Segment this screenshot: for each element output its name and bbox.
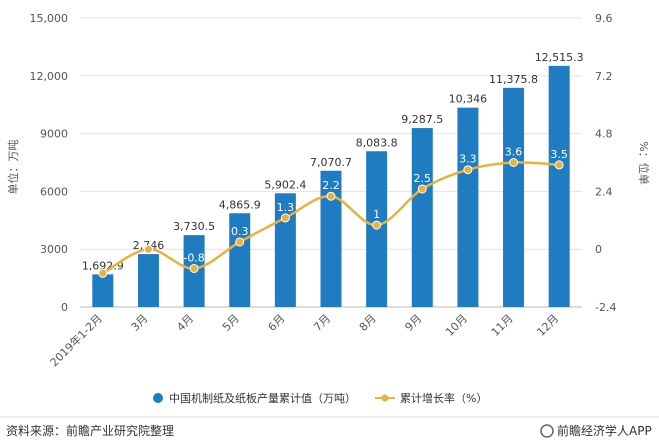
legend-bar-label: 中国机制纸及纸板产量累计值（万吨） — [169, 391, 356, 405]
growth-value-label: 3.5 — [550, 148, 568, 161]
x-tick-label: 7月 — [311, 312, 333, 334]
growth-rate-points — [98, 158, 564, 278]
x-tick-label: 8月 — [357, 312, 379, 334]
bar-value-label: 3,730.5 — [173, 220, 215, 233]
left-tick-label: 15,000 — [30, 12, 69, 25]
growth-value-label: 0.3 — [231, 225, 249, 238]
left-tick-label: 3000 — [40, 243, 68, 256]
right-tick-label: 4.8 — [595, 128, 613, 141]
bar-value-label: 4,865.9 — [219, 198, 261, 211]
growth-rate-labels: -0.8 0.3 1.3 2.2 1 2.5 3.3 3.6 3.5 — [183, 146, 568, 265]
growth-point — [280, 213, 290, 223]
bar — [503, 87, 525, 307]
growth-value-label: -0.8 — [183, 251, 204, 264]
bar — [92, 274, 114, 307]
growth-value-label: 1 — [373, 208, 380, 221]
growth-value-label: 2.2 — [322, 179, 340, 192]
growth-point — [463, 165, 473, 175]
growth-point — [372, 220, 382, 230]
bar-value-label: 11,375.8 — [489, 73, 538, 86]
growth-value-label: 3.6 — [505, 146, 523, 159]
growth-point — [143, 244, 153, 254]
bar — [229, 213, 251, 307]
bar-value-label: 10,346 — [449, 93, 488, 106]
bar — [457, 107, 479, 307]
x-tick-label: 6月 — [266, 312, 288, 334]
x-tick-label: 5月 — [220, 312, 242, 334]
brand-logo-icon — [540, 424, 554, 438]
growth-point — [554, 160, 564, 170]
right-tick-label: -2.4 — [595, 301, 616, 314]
left-tick-label: 0 — [61, 301, 68, 314]
growth-point — [98, 268, 108, 278]
bar-value-label: 8,083.8 — [356, 136, 398, 149]
growth-value-label: 2.5 — [414, 172, 432, 185]
bar-value-label: 9,287.5 — [401, 113, 443, 126]
left-axis-ticks: 0 3000 6000 9000 12,000 15,000 — [30, 12, 69, 314]
left-tick-label: 9000 — [40, 128, 68, 141]
bar-value-label: 7,070.7 — [310, 156, 352, 169]
x-tick-label: 11月 — [489, 312, 516, 339]
right-tick-label: 2.4 — [595, 185, 613, 198]
right-tick-label: 9.6 — [595, 12, 613, 25]
growth-point — [189, 263, 199, 273]
bar — [548, 65, 570, 307]
legend-line-label: 累计增长率（%） — [400, 391, 487, 405]
bar-value-label: 12,515.3 — [535, 51, 584, 64]
x-tick-label: 3月 — [129, 312, 151, 334]
legend-bar-swatch — [153, 393, 163, 403]
legend: 中国机制纸及纸板产量累计值（万吨） 累计增长率（%） — [153, 391, 487, 405]
left-tick-label: 6000 — [40, 185, 68, 198]
right-tick-label: 0 — [595, 243, 602, 256]
x-tick-label: 4月 — [174, 312, 196, 334]
bar — [411, 128, 433, 307]
growth-point — [417, 184, 427, 194]
x-tick-label: 2019年1-2月 — [47, 311, 105, 369]
brand-text: 前瞻经济学人APP — [557, 423, 652, 438]
legend-line-marker — [381, 394, 389, 402]
x-tick-label: 9月 — [402, 312, 424, 334]
bar-series — [92, 65, 570, 307]
bar-value-label: 5,902.4 — [264, 178, 306, 191]
right-axis-ticks: -2.4 0 2.4 4.8 7.2 9.6 — [595, 12, 616, 314]
left-axis-title: 单位：万吨 — [6, 140, 20, 195]
source-text: 资料来源：前瞻产业研究院整理 — [6, 423, 174, 438]
growth-value-label: 3.3 — [459, 153, 477, 166]
growth-point — [326, 191, 336, 201]
bar-value-label: 1,692.9 — [82, 259, 124, 272]
growth-point — [235, 237, 245, 247]
x-axis-labels: 2019年1-2月 3月 4月 5月 6月 7月 8月 9月 10月 11月 12月 — [47, 311, 561, 369]
x-tick-label: 10月 — [443, 312, 470, 339]
growth-point — [509, 158, 519, 167]
growth-value-label: 1.3 — [277, 201, 295, 214]
left-tick-label: 12,000 — [30, 70, 69, 83]
right-tick-label: 7.2 — [595, 70, 613, 83]
bar — [137, 254, 159, 307]
x-tick-label: 12月 — [534, 312, 561, 339]
right-axis-title: %：位单 — [637, 141, 651, 184]
bar — [320, 170, 342, 307]
